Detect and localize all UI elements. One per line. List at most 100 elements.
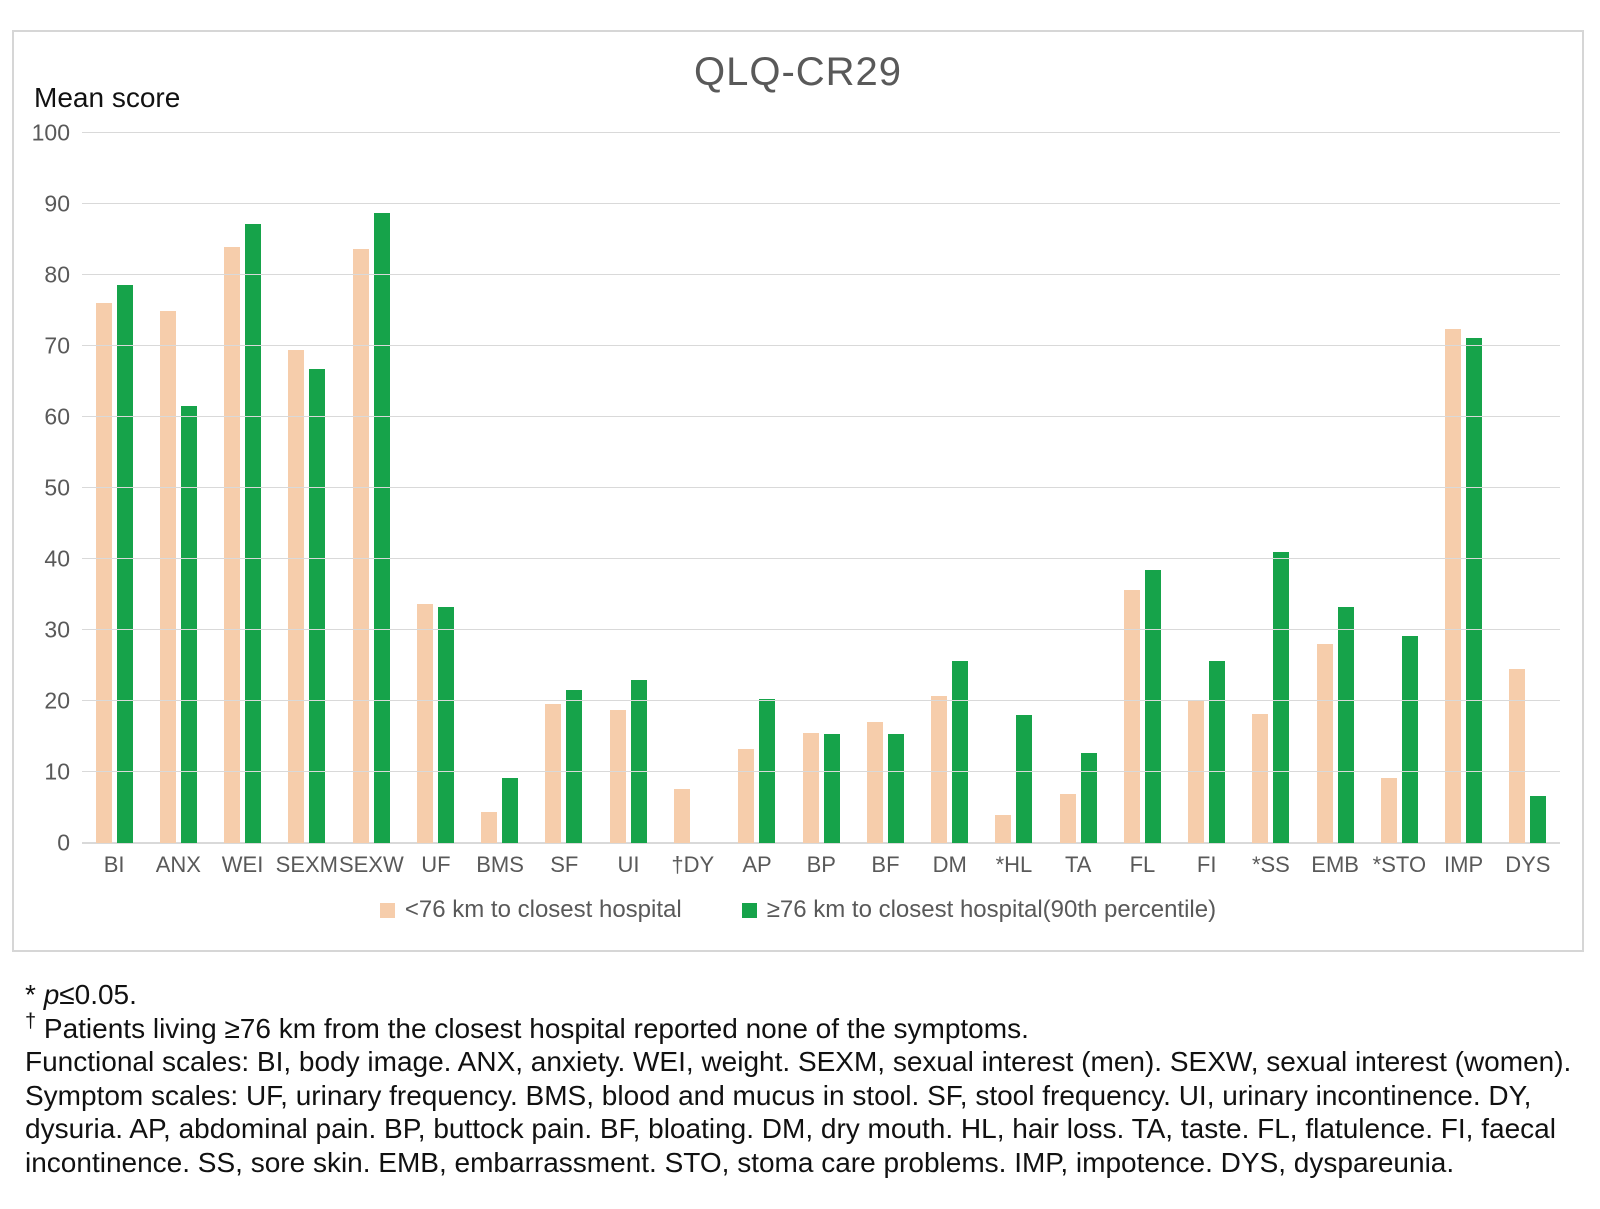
y-tick-label-40: 40 [44, 545, 70, 572]
x-label-WEI: WEI [221, 852, 264, 877]
legend-label-over-76km: ≥76 km to closest hospital(90th percenti… [766, 896, 1217, 923]
y-tick-label-70: 70 [44, 332, 70, 359]
bar-series1-SF [566, 689, 583, 843]
x-label-*STO: *STO [1372, 852, 1427, 877]
legend-swatch-over-76km [741, 902, 757, 918]
bar-series0-EMB [1316, 644, 1333, 843]
gridline-100 [82, 132, 1560, 133]
bar-series0-WEI [224, 246, 241, 843]
x-label-UF: UF [421, 852, 451, 877]
bar-series0-BMS [481, 812, 498, 843]
bar-group-BI [82, 133, 146, 843]
y-tick-label-60: 60 [44, 403, 70, 430]
bar-series1-*SS [1273, 551, 1290, 843]
bar-series0-ANX [159, 310, 176, 843]
footnote-dagger: † Patients living ≥76 km from the closes… [25, 1010, 1029, 1044]
bar-group-IMP [1432, 133, 1496, 843]
gridline-50 [82, 487, 1560, 488]
bar-series0-SEXM [288, 349, 305, 843]
legend-item-over-76km: ≥76 km to closest hospital(90th percenti… [741, 896, 1217, 924]
gridline-40 [82, 558, 1560, 559]
bar-series1-IMP [1466, 338, 1483, 843]
x-label-BP: BP [806, 852, 836, 877]
bar-series0-IMP [1445, 328, 1462, 843]
x-label-EMB: EMB [1311, 852, 1359, 877]
bar-series1-UF [437, 607, 454, 843]
x-label-BI: BI [103, 852, 125, 877]
chart-legend: <76 km to closest hospital ≥76 km to clo… [14, 896, 1582, 924]
bar-series0-UI [609, 710, 626, 843]
bar-series1-DYS [1530, 796, 1547, 843]
y-axis: 0 10 20 30 40 50 60 70 80 90 100 [14, 120, 70, 856]
bar-series1-FI [1209, 660, 1226, 843]
bar-group-†DY [660, 133, 724, 843]
footnote-functional-scales: Functional scales: BI, body image. ANX, … [25, 1046, 1572, 1077]
gridline-80 [82, 274, 1560, 275]
bar-group-UF [403, 133, 467, 843]
y-axis-title: Mean score [34, 82, 181, 113]
y-tick-label-80: 80 [44, 261, 70, 288]
bar-series0-FI [1188, 701, 1205, 843]
bar-group-UI [596, 133, 660, 843]
bar-series1-DM [952, 661, 969, 843]
x-label-DYS: DYS [1505, 852, 1551, 877]
x-label-SF: SF [550, 852, 579, 877]
bar-group-SEXM [275, 133, 339, 843]
bar-group-BF [853, 133, 917, 843]
x-label-FI: FI [1196, 852, 1217, 877]
bar-series0-BF [866, 722, 883, 843]
bar-series0-*SS [1252, 713, 1269, 843]
bar-group-FL [1110, 133, 1174, 843]
x-label-AP: AP [742, 852, 772, 877]
footnote-symptom-scales: Symptom scales: UF, urinary frequency. B… [25, 1079, 1556, 1178]
y-tick-label-0: 0 [57, 829, 70, 856]
x-label-BF: BF [871, 852, 900, 877]
x-label-SEXM: SEXM [275, 852, 338, 877]
y-tick-label-10: 10 [44, 758, 70, 785]
chart-title: QLQ-CR29 [693, 50, 903, 94]
x-label-*HL: *HL [995, 852, 1033, 877]
legend-label-under-76km: <76 km to closest hospital [404, 896, 682, 923]
bar-series1-SEXW [373, 212, 390, 843]
plot-area [82, 132, 1560, 844]
bar-series1-BF [887, 733, 904, 843]
legend-item-under-76km: <76 km to closest hospital [379, 896, 682, 924]
bar-series1-BMS [502, 778, 519, 843]
gridline-60 [82, 416, 1560, 417]
y-tick-label-30: 30 [44, 616, 70, 643]
bar-series0-AP [738, 748, 755, 843]
bar-group-BMS [468, 133, 532, 843]
y-tick-label-90: 90 [44, 190, 70, 217]
bar-series1-TA [1080, 752, 1097, 843]
footnote-significance: * p≤0.05. [25, 979, 137, 1010]
bar-series0-SF [545, 703, 562, 843]
bar-groups [82, 133, 1560, 843]
bar-series1-*HL [1016, 715, 1033, 843]
bar-series0-SEXW [352, 249, 369, 843]
footnote-p-symbol: p [43, 979, 60, 1010]
dagger-symbol: † [25, 1010, 37, 1033]
bar-series1-*STO [1401, 635, 1418, 843]
bar-group-EMB [1303, 133, 1367, 843]
bar-series1-AP [759, 698, 776, 843]
legend-swatch-under-76km [379, 902, 395, 918]
x-label-SEXW: SEXW [338, 852, 404, 877]
bar-group-*SS [1239, 133, 1303, 843]
gridline-90 [82, 203, 1560, 204]
bar-series1-WEI [245, 223, 262, 843]
bar-series0-*HL [995, 814, 1012, 843]
x-axis-line [82, 842, 1560, 844]
x-label-UI: UI [617, 852, 640, 877]
x-label-TA: TA [1064, 852, 1092, 877]
gridline-10 [82, 771, 1560, 772]
bar-group-TA [1046, 133, 1110, 843]
x-label-FL: FL [1129, 852, 1156, 877]
bar-group-SF [532, 133, 596, 843]
bar-series0-*STO [1380, 777, 1397, 843]
bar-series1-UI [630, 679, 647, 843]
x-label-IMP: IMP [1444, 852, 1484, 877]
x-label-ANX: ANX [155, 852, 201, 877]
x-label-†DY: †DY [671, 852, 715, 877]
bar-series0-BP [802, 732, 819, 843]
x-label-DM: DM [932, 852, 967, 877]
